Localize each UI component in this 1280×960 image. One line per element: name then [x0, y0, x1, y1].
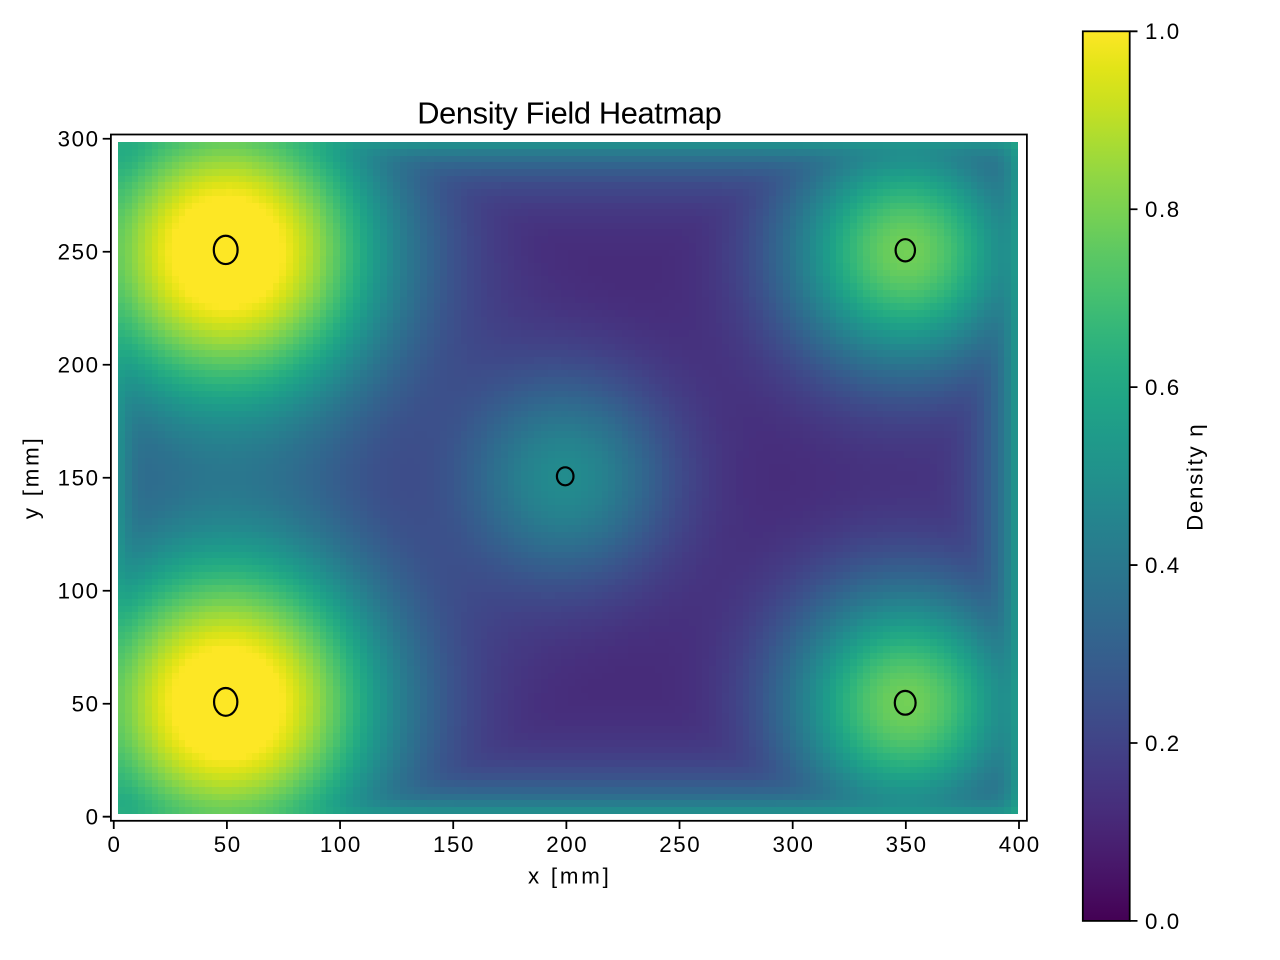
svg-text:100: 100 [320, 832, 362, 857]
svg-text:250: 250 [659, 832, 701, 857]
svg-text:x [mm]: x [mm] [528, 863, 612, 888]
svg-text:0.0: 0.0 [1145, 909, 1181, 934]
svg-text:200: 200 [546, 832, 588, 857]
svg-text:50: 50 [72, 692, 100, 717]
svg-text:150: 150 [58, 466, 100, 491]
svg-text:0.6: 0.6 [1145, 375, 1181, 400]
svg-text:50: 50 [214, 832, 242, 857]
svg-text:150: 150 [433, 832, 475, 857]
svg-text:0.4: 0.4 [1145, 553, 1181, 578]
svg-text:100: 100 [58, 579, 100, 604]
svg-text:0: 0 [107, 832, 121, 857]
svg-text:Density Field Heatmap: Density Field Heatmap [417, 95, 721, 130]
svg-text:400: 400 [999, 832, 1041, 857]
svg-text:1.0: 1.0 [1145, 19, 1181, 44]
svg-text:300: 300 [772, 832, 814, 857]
svg-text:Density η: Density η [1183, 423, 1208, 531]
svg-text:0.8: 0.8 [1145, 197, 1181, 222]
svg-text:250: 250 [58, 240, 100, 265]
svg-text:350: 350 [886, 832, 928, 857]
svg-text:y [mm]: y [mm] [19, 435, 44, 519]
svg-text:0: 0 [86, 805, 100, 830]
svg-text:300: 300 [58, 127, 100, 152]
svg-text:200: 200 [58, 353, 100, 378]
svg-text:0.2: 0.2 [1145, 731, 1181, 756]
